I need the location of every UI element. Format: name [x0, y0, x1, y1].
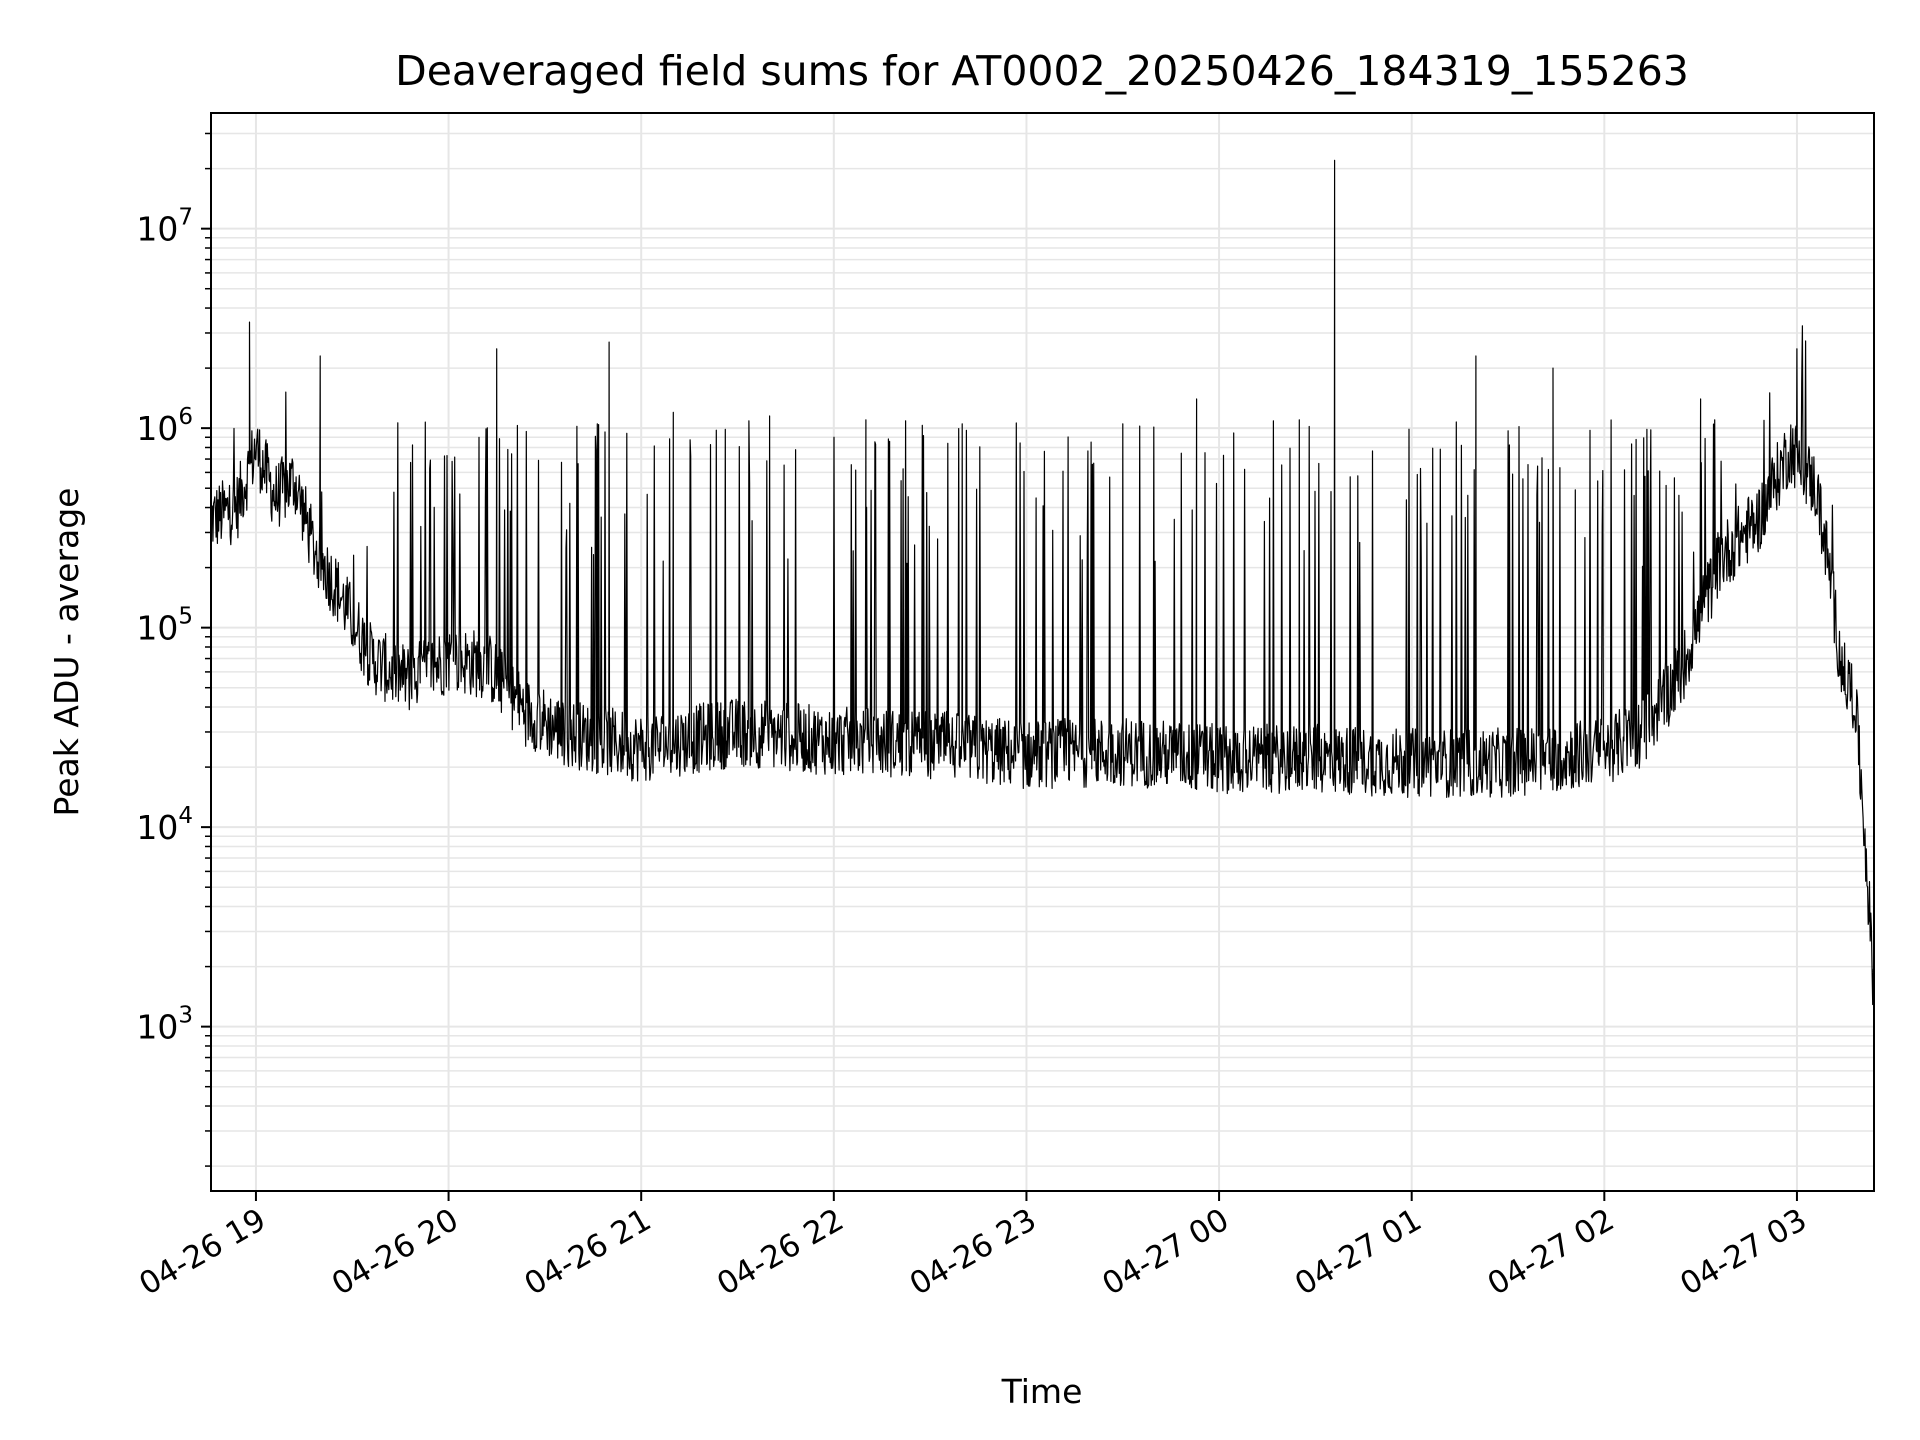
y-axis: 103 104 105 106 107 — [136, 132, 211, 1167]
y-tick-label: 104 — [136, 803, 193, 847]
axes-frame — [210, 112, 1875, 1192]
chart-title: Deaveraged field sums for AT0002_2025042… — [395, 47, 1689, 95]
plot-area — [211, 159, 1874, 1009]
y-tick-label: 106 — [136, 404, 193, 448]
x-axis-label: Time — [1001, 1372, 1083, 1411]
y-axis-label: Peak ADU - average — [47, 488, 86, 817]
series-line — [211, 159, 1874, 1009]
y-tick-label: 107 — [136, 205, 193, 249]
y-tick-label: 103 — [136, 1003, 193, 1047]
y-tick-label: 105 — [136, 604, 193, 648]
